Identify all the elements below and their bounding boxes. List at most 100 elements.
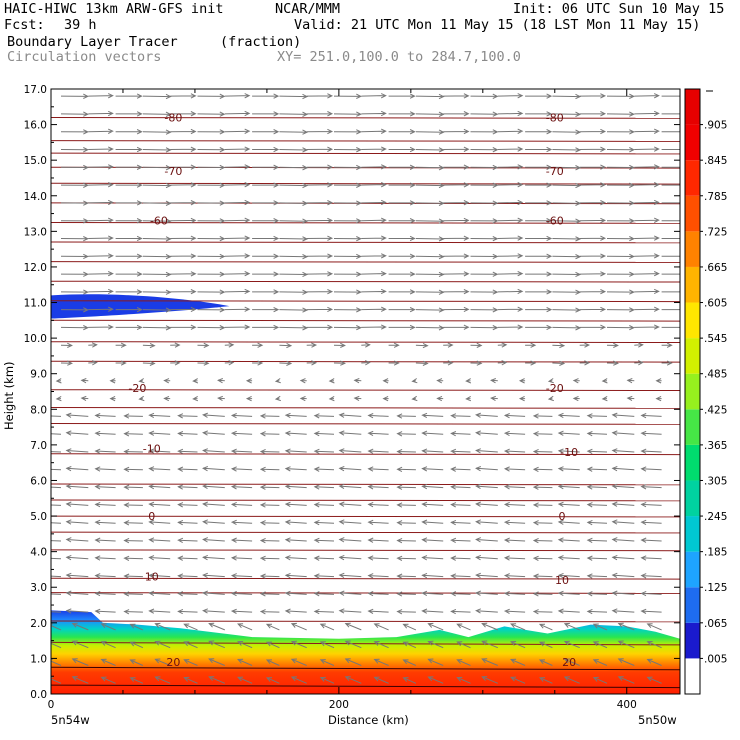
wind-vector <box>579 289 607 295</box>
wind-vector <box>552 147 582 153</box>
wind-vector <box>443 342 454 348</box>
wind-vector <box>552 182 582 189</box>
wind-vector <box>475 448 498 454</box>
wind-vector <box>552 111 582 117</box>
wind-vector <box>361 110 387 117</box>
y-tick-label: 2.0 <box>30 618 47 630</box>
wind-vector <box>606 342 619 348</box>
wind-vector <box>470 218 499 224</box>
wind-vector <box>361 360 371 366</box>
wind-vector <box>557 501 580 508</box>
wind-vector <box>510 623 526 631</box>
wind-vector <box>497 93 524 99</box>
wind-vector <box>65 554 89 561</box>
wind-vector <box>123 448 143 455</box>
wind-vector <box>338 501 362 507</box>
wind-vector <box>415 271 445 278</box>
wind-vector <box>361 235 387 241</box>
colorbar: .005 .065 .125 .185 .245 .305 .365 .425 .485 .545… <box>684 88 727 695</box>
wind-vector <box>183 623 198 631</box>
wind-vector <box>142 307 172 313</box>
wind-vector <box>170 111 197 117</box>
wind-vector <box>443 306 470 313</box>
wind-vector <box>115 289 143 295</box>
wind-vector <box>475 590 498 596</box>
wind-vector <box>237 658 253 666</box>
wind-vector <box>611 519 635 525</box>
wind-vector <box>197 111 226 117</box>
wind-vector <box>532 502 553 508</box>
wind-vector <box>88 110 114 117</box>
wind-vector <box>557 412 580 419</box>
wind-vector <box>361 324 387 330</box>
wind-vector <box>252 289 280 295</box>
wind-vector <box>115 360 127 366</box>
contour-label: -20 <box>546 382 564 395</box>
wind-vector <box>579 253 607 259</box>
colorbar-swatch <box>685 658 700 694</box>
field-name: Boundary Layer Tracer <box>7 34 178 50</box>
wind-vector <box>470 307 499 313</box>
wind-vector <box>230 573 253 579</box>
wind-vector <box>503 448 526 454</box>
wind-vector <box>170 289 197 295</box>
wind-vector <box>661 326 680 328</box>
contour-line <box>51 222 680 224</box>
wind-vector <box>450 431 471 437</box>
tracer-fill-layer <box>51 294 680 694</box>
wind-vector <box>252 360 264 366</box>
wind-vector <box>640 573 662 579</box>
wind-vector <box>224 110 251 117</box>
wind-vector <box>617 676 635 684</box>
colorbar-frame <box>684 88 701 695</box>
wind-vector <box>197 93 226 99</box>
wind-vector <box>183 676 198 684</box>
wind-vector <box>88 217 114 223</box>
wind-vector <box>606 325 635 331</box>
wind-vector <box>475 554 498 561</box>
wind-vector <box>525 200 553 206</box>
wind-vector <box>481 676 498 684</box>
wind-vector <box>202 608 225 614</box>
wind-vector <box>617 622 635 631</box>
wind-vector <box>563 622 580 631</box>
x-start-location: 5n54w <box>51 713 90 727</box>
wind-vector <box>94 590 116 597</box>
wind-vector <box>65 537 89 543</box>
wind-vector <box>388 271 416 277</box>
wind-vector <box>80 395 89 402</box>
wind-vector <box>170 324 197 330</box>
wind-vector <box>563 640 580 649</box>
wind-vector <box>611 501 635 507</box>
wind-vector <box>415 182 445 189</box>
wind-vector <box>177 537 198 544</box>
wind-vector <box>279 342 293 349</box>
wind-vector <box>202 430 225 436</box>
wind-vector <box>396 555 416 561</box>
contour-label: 20 <box>166 656 180 669</box>
wind-vector <box>427 658 444 666</box>
wind-vector <box>252 200 280 206</box>
y-tick-label: 3.0 <box>30 582 47 594</box>
wind-vector <box>415 129 445 135</box>
wind-vector <box>475 412 498 418</box>
wind-vector <box>427 622 444 631</box>
wind-vector <box>450 413 471 419</box>
wind-vector <box>252 93 280 99</box>
contour-label: 20 <box>562 656 576 669</box>
wind-vector <box>338 572 362 579</box>
contour-line <box>51 515 680 518</box>
contour-line <box>51 577 680 580</box>
wind-vector <box>279 360 293 366</box>
wind-vector <box>60 111 89 117</box>
wind-vector <box>443 146 470 152</box>
wind-vector <box>319 676 335 684</box>
wind-vector <box>333 182 362 188</box>
wind-vector <box>475 537 498 543</box>
wind-vector <box>60 93 89 99</box>
wind-vector <box>611 554 635 561</box>
wind-vector <box>402 623 417 631</box>
wind-vector <box>123 555 143 561</box>
wind-vector <box>115 324 143 331</box>
init-time: Init: 06 UTC Sun 10 May 15 <box>513 1 725 17</box>
